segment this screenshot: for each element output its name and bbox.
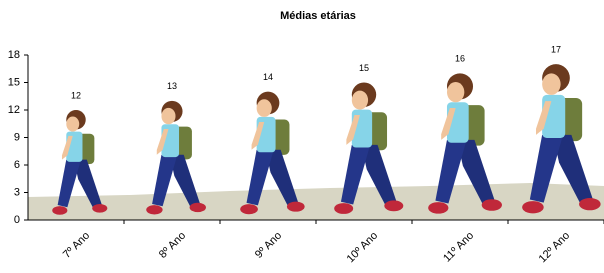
y-tick-label: 15 xyxy=(8,76,20,88)
y-tick-label: 9 xyxy=(14,131,20,143)
x-tick-label: 12º Ano xyxy=(537,230,573,266)
data-label: 14 xyxy=(263,72,273,82)
shoe xyxy=(92,204,107,213)
x-tick-label: 8º Ano xyxy=(157,230,188,261)
face xyxy=(352,91,368,110)
shoe xyxy=(482,199,502,211)
shoe xyxy=(384,200,403,211)
shoe xyxy=(428,202,448,214)
chart-title: Médias etárias xyxy=(280,10,356,22)
x-tick-label: 7º Ano xyxy=(61,230,92,261)
y-tick-label: 3 xyxy=(14,186,20,198)
data-label: 16 xyxy=(455,54,465,64)
data-label: 12 xyxy=(71,90,81,100)
y-tick-label: 12 xyxy=(8,104,20,116)
shoe xyxy=(52,206,67,215)
shoe xyxy=(240,204,258,214)
shoe xyxy=(579,198,601,210)
y-tick-label: 18 xyxy=(8,49,20,61)
data-label: 15 xyxy=(359,63,369,73)
face xyxy=(66,116,79,131)
ground xyxy=(28,183,604,220)
data-label: 13 xyxy=(167,81,177,91)
x-tick-label: 10º Ano xyxy=(345,230,381,266)
shoe xyxy=(334,203,353,214)
face xyxy=(257,99,272,117)
y-tick-label: 6 xyxy=(14,159,20,171)
chart: Médias etárias 0 3 6 9 12 15 18 7º Ano 12 8º Ano 1… xyxy=(0,0,604,273)
x-tick-label: 11º Ano xyxy=(441,230,476,265)
face xyxy=(542,73,560,95)
x-tick-label: 9º Ano xyxy=(253,230,284,261)
face xyxy=(161,108,175,124)
shoe xyxy=(146,205,162,214)
face xyxy=(447,82,464,102)
data-label: 17 xyxy=(551,45,561,55)
y-tick-label: 0 xyxy=(14,214,20,226)
shoe xyxy=(522,201,544,213)
shoe xyxy=(190,203,206,212)
shoe xyxy=(287,202,305,212)
